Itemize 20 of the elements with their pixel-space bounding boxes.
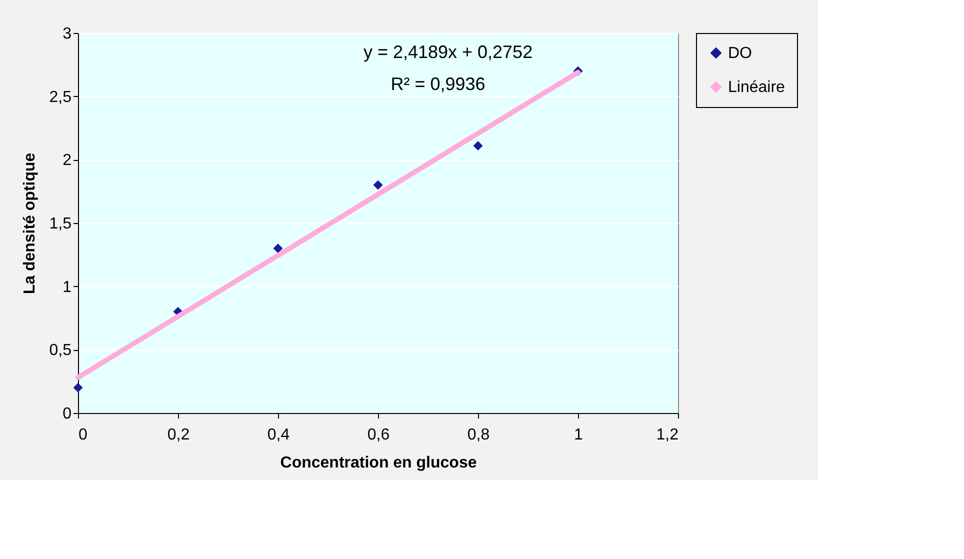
annotation: R² = 0,9936: [390, 74, 486, 94]
x-tick-label: 0: [78, 426, 88, 444]
y-tick-label: 3: [62, 26, 72, 42]
x-tick-label: 1: [574, 426, 584, 444]
x-tick-label: 0,8: [467, 426, 490, 444]
y-tick-label: 1: [62, 278, 72, 296]
x-tick-label: 0,4: [267, 426, 290, 444]
legend-label: Linéaire: [728, 79, 786, 96]
y-tick-label: 1,5: [49, 216, 72, 232]
y-tick-label: 0,5: [49, 342, 72, 360]
y-tick-label: 2: [62, 152, 72, 170]
x-axis-title: Concentration en glucose: [280, 454, 477, 472]
y-tick-label: 0: [62, 406, 72, 422]
legend-label: DO: [728, 45, 752, 62]
annotation: y = 2,4189x + 0,2752: [363, 42, 533, 62]
x-tick-label: 0,2: [167, 426, 190, 444]
x-tick-label: 1,2: [656, 426, 679, 444]
y-tick-label: 2,5: [49, 88, 72, 106]
y-axis-title: La densité optique: [21, 152, 38, 294]
x-tick-label: 0,6: [367, 426, 390, 444]
